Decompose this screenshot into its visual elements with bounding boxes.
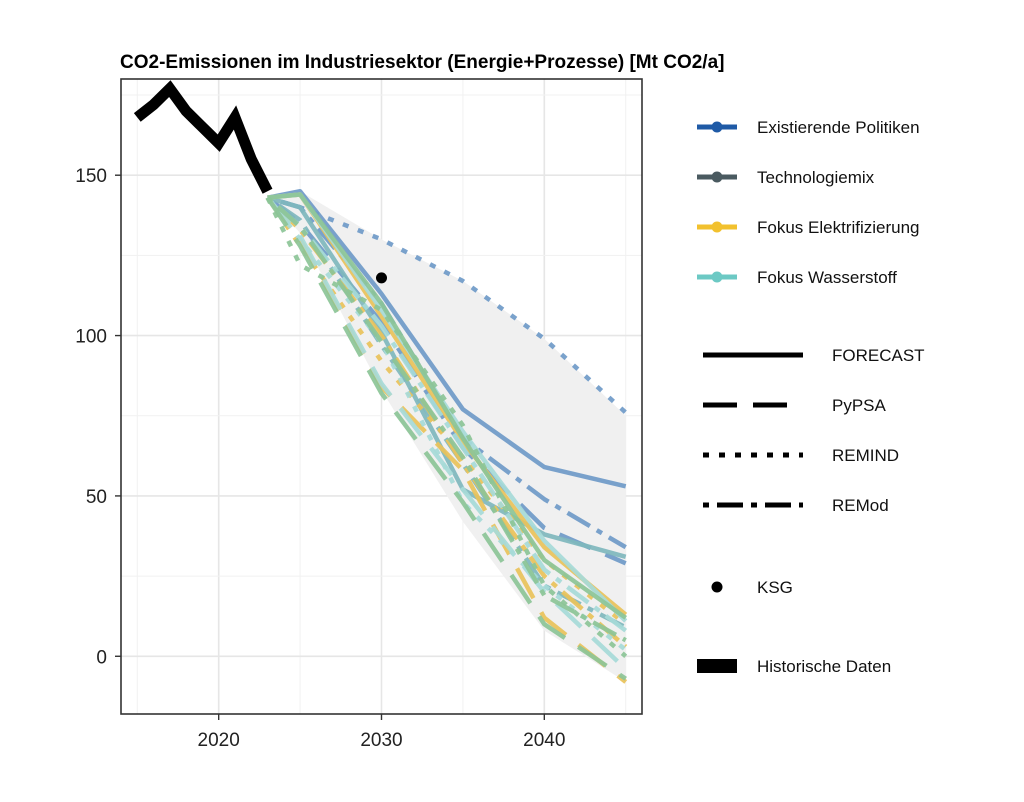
legend-label-remod: REMod	[832, 496, 889, 515]
series-line-fokus-wasserstoff-remind	[265, 196, 628, 652]
historical-line	[133, 80, 273, 194]
y-tick-label: 150	[75, 166, 107, 187]
legend-key-ksg	[711, 581, 723, 593]
legend-label-technologiemix: Technologiemix	[757, 168, 875, 187]
legend-dot-technologiemix	[711, 171, 723, 183]
ksg-point	[376, 272, 387, 284]
legend-label-ksg: KSG	[757, 578, 793, 597]
series-line-green-remod	[266, 195, 627, 643]
x-tick-label: 2020	[198, 730, 240, 751]
y-axis-ticks: 0 50 100 150	[75, 166, 121, 668]
series-line-fokus-elektrifizierung-pypsa	[265, 196, 628, 684]
legend-label-historical: Historische Daten	[757, 657, 891, 676]
legend-dot-fokus-wasserstoff	[711, 271, 723, 283]
legend-label-remind: REMIND	[832, 446, 899, 465]
x-tick-label: 2040	[523, 730, 565, 751]
series-line-green-pypsa	[265, 196, 627, 681]
series-line-fokus-elektrifizierung-remind	[265, 196, 628, 626]
ksg-marker	[376, 272, 387, 284]
x-tick-label: 2030	[360, 730, 402, 751]
y-tick-label: 0	[96, 647, 107, 668]
legend: Existierende Politiken Technologiemix Foku…	[697, 118, 925, 676]
x-axis-ticks: 2020 2030 2040	[198, 714, 565, 751]
series-line-technologiemix-forecast	[266, 195, 627, 560]
series-line-technologiemix-remod	[266, 195, 627, 630]
series-lines	[265, 188, 628, 684]
chart-title: CO2-Emissionen im Industriesektor (Energ…	[120, 52, 724, 73]
legend-label-fokus-elektrifizierung: Fokus Elektrifizierung	[757, 218, 920, 237]
series-line-existierende-politiken-forecast	[267, 188, 627, 489]
legend-label-fokus-wasserstoff: Fokus Wasserstoff	[757, 268, 897, 287]
legend-label-existierende-politiken: Existierende Politiken	[757, 118, 920, 137]
legend-key-historical	[697, 659, 737, 673]
legend-label-forecast: FORECAST	[832, 346, 925, 365]
legend-dot-fokus-elektrifizierung	[711, 221, 723, 233]
legend-label-pypsa: PyPSA	[832, 396, 887, 415]
historical-data-line	[133, 80, 273, 194]
y-tick-label: 100	[75, 327, 107, 348]
legend-dot-existierende-politiken	[711, 121, 723, 133]
y-tick-label: 50	[86, 487, 107, 508]
